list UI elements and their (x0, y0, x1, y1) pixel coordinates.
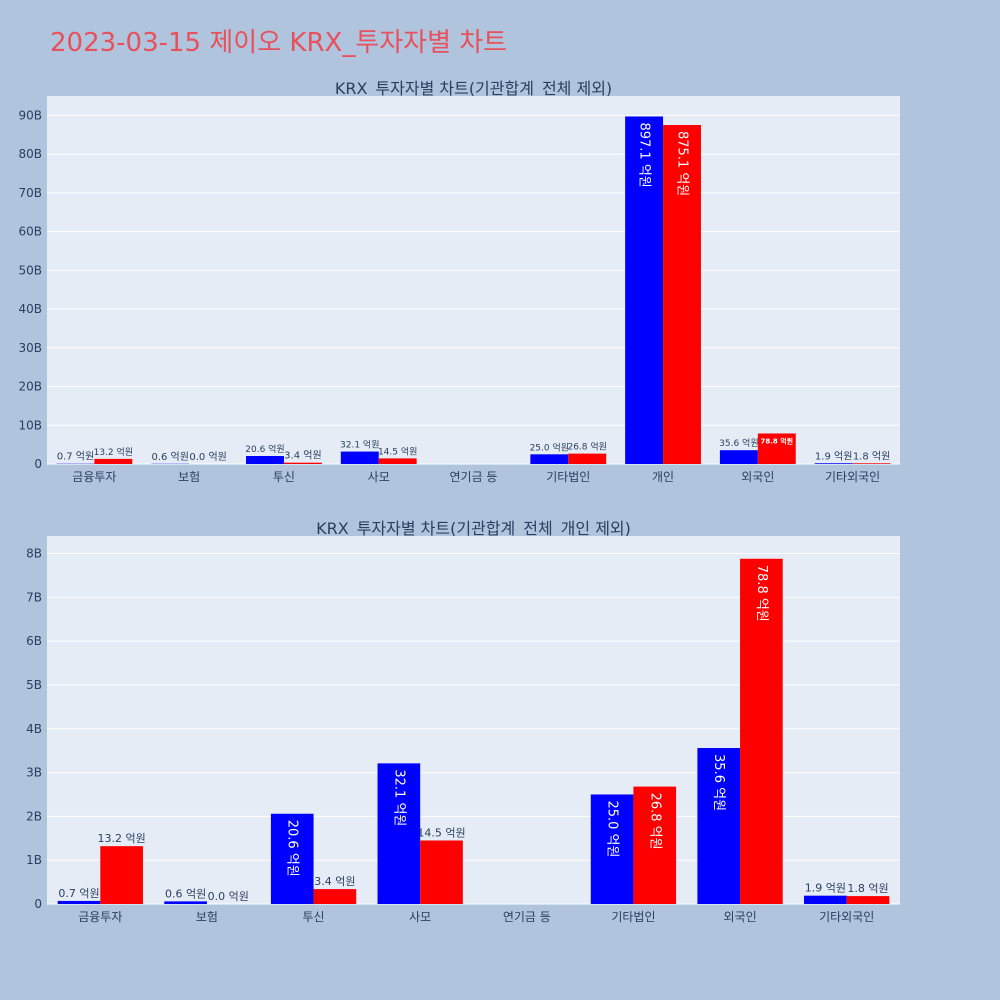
bar-data-label: 14.5 억원 (378, 445, 417, 457)
bar-data-label: 32.1 억원 (391, 769, 406, 826)
y-tick-label: 2B (26, 809, 42, 823)
bar-data-label: 20.6 억원 (245, 443, 284, 455)
plot-area (47, 96, 900, 464)
x-tick-label: 사모 (368, 470, 390, 484)
bar (313, 889, 357, 904)
x-tick-label: 금융투자 (72, 470, 116, 484)
bar (757, 433, 796, 464)
bar-data-label: 26.8 억원 (647, 793, 662, 850)
y-tick-label: 8B (26, 547, 42, 561)
x-tick-label: 연기금 등 (503, 910, 551, 924)
bar (804, 895, 847, 904)
bar-data-label: 1.8 억원 (847, 882, 888, 895)
bar-data-label: 1.9 억원 (815, 450, 852, 462)
bar (590, 794, 634, 904)
bar-data-label: 897.1 억원 (637, 122, 652, 187)
bar (100, 846, 143, 904)
bar-data-label: 1.9 억원 (805, 882, 846, 895)
bar-data-label: 13.2 억원 (94, 446, 133, 458)
bar-data-label: 0.7 억원 (57, 451, 94, 463)
bar (377, 763, 421, 904)
y-tick-label: 6B (26, 634, 42, 648)
x-tick-label: 외국인 (724, 910, 757, 924)
bar (697, 748, 741, 904)
x-tick-label: 개인 (652, 470, 674, 484)
bar (57, 900, 101, 904)
bar-data-label: 875.1 억원 (675, 131, 690, 196)
y-tick-label: 80B (18, 147, 42, 161)
bar (814, 463, 853, 464)
bar (530, 454, 569, 464)
bar-data-label: 26.8 억원 (567, 441, 606, 453)
x-tick-label: 연기금 등 (450, 470, 498, 484)
bar-data-label: 0.6 억원 (151, 451, 188, 463)
bar (270, 813, 314, 904)
bar-data-label: 1.8 억원 (853, 450, 890, 462)
bar-data-label: 0.0 억원 (189, 451, 226, 463)
y-tick-label: 4B (26, 722, 42, 736)
y-tick-label: 10B (18, 418, 42, 432)
bar (846, 896, 890, 904)
bar (420, 840, 463, 904)
x-tick-label: 기타법인 (611, 910, 655, 924)
bar-data-label: 14.5 억원 (417, 826, 465, 839)
x-tick-label: 보험 (178, 470, 200, 484)
page-title: 2023-03-15 제이오 KRX_투자자별 차트 (50, 28, 508, 58)
bar (283, 462, 322, 464)
chart-subtitle: KRX_투자자별 차트(기관합계_전체 제외) (335, 79, 612, 99)
bar-data-label: 35.6 억원 (711, 754, 726, 811)
x-tick-label: 외국인 (741, 470, 774, 484)
bar-data-label: 20.6 억원 (285, 820, 300, 877)
bar-data-label: 3.4 억원 (314, 875, 355, 888)
bar (625, 116, 664, 464)
bar-data-label: 3.4 억원 (284, 450, 321, 462)
bar (719, 450, 758, 464)
chart-top: KRX_투자자별 차트(기관합계_전체 제외) 0 10B 20B 30B 40B 50B 6… (18, 79, 900, 484)
bar (378, 458, 417, 464)
bar (633, 786, 677, 904)
y-tick-label: 3B (26, 766, 42, 780)
bar (852, 463, 891, 464)
x-tick-label: 투신 (303, 910, 325, 924)
bar-data-label: 32.1 억원 (340, 439, 379, 451)
bar-data-label: 0.7 억원 (58, 887, 99, 900)
x-tick-label: 금융투자 (78, 910, 122, 924)
y-tick-label: 70B (18, 186, 42, 200)
y-tick-label: 0 (34, 457, 42, 471)
y-tick-label: 20B (18, 380, 42, 394)
bar-data-label: 78.8 억원 (760, 436, 793, 445)
chart-bottom: KRX_투자자별 차트(기관합계_전체_개인 제외) 0 1B 2B 3B 4B 5B 6B 7… (26, 519, 900, 924)
bar (164, 901, 207, 904)
y-tick-label: 30B (18, 341, 42, 355)
bar (94, 458, 133, 464)
x-tick-label: 기타외국인 (825, 470, 880, 484)
y-tick-label: 50B (18, 263, 42, 277)
bar-data-label: 0.0 억원 (208, 890, 249, 903)
y-tick-label: 7B (26, 590, 42, 604)
bar-data-label: 13.2 억원 (98, 832, 146, 845)
bar (246, 456, 284, 464)
y-tick-label: 1B (26, 853, 42, 867)
y-tick-label: 60B (18, 225, 42, 239)
bar (568, 453, 607, 464)
x-tick-label: 투신 (273, 470, 295, 484)
y-tick-label: 40B (18, 302, 42, 316)
bar-data-label: 0.6 억원 (165, 887, 206, 900)
x-tick-label: 기타법인 (546, 470, 590, 484)
bar-data-label: 25.0 억원 (530, 441, 569, 453)
bar (663, 125, 701, 465)
x-tick-label: 보험 (196, 910, 218, 924)
bar (740, 558, 783, 904)
y-tick-label: 90B (18, 108, 42, 122)
y-tick-label: 5B (26, 678, 42, 692)
x-tick-label: 기타외국인 (819, 910, 874, 924)
bar (340, 451, 379, 464)
chart-subtitle: KRX_투자자별 차트(기관합계_전체_개인 제외) (316, 519, 631, 539)
bar-data-label: 25.0 억원 (605, 800, 620, 857)
y-tick-label: 0 (34, 897, 42, 911)
bar-data-label: 78.8 억원 (754, 565, 769, 622)
bar-data-label: 35.6 억원 (719, 437, 758, 449)
x-tick-label: 사모 (409, 910, 431, 924)
